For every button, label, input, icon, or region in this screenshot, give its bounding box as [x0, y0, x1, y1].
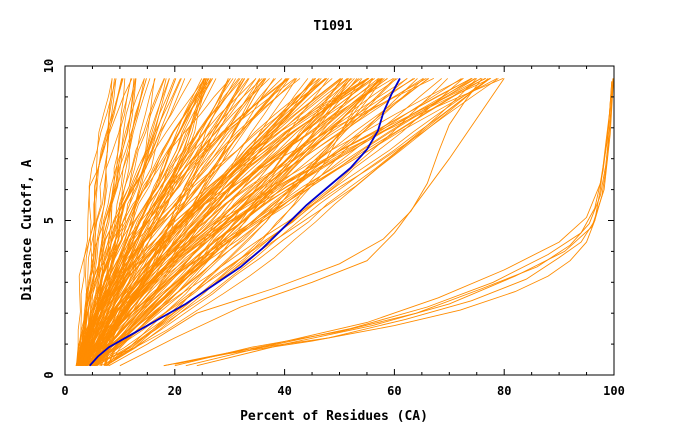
model-curve-144	[87, 78, 464, 367]
model-curve-173	[94, 78, 448, 367]
model-curve-179	[99, 78, 477, 366]
model-curve-177	[88, 78, 498, 366]
model-curve-16	[78, 78, 177, 366]
model-curve-50	[76, 78, 113, 366]
model-curve-165	[91, 78, 414, 366]
x-tick-label-100: 100	[603, 384, 625, 398]
model-curve-172	[100, 78, 476, 366]
x-tick-label-0: 0	[61, 384, 68, 398]
model-curve-38	[77, 78, 181, 366]
model-curve-171	[91, 78, 369, 366]
model-curve-170	[90, 78, 482, 366]
model-curve-39	[86, 78, 123, 366]
model-curve-119	[78, 78, 370, 366]
model-curve-58	[76, 78, 113, 366]
model-curve-29	[79, 78, 133, 366]
y-tick-label-10: 10	[42, 59, 56, 73]
series-layer	[75, 78, 614, 367]
model-curve-122	[80, 78, 301, 366]
model-curve-117	[85, 78, 290, 366]
model-curve-154	[105, 78, 383, 367]
model-curve-36	[79, 78, 147, 366]
model-curve-124	[76, 78, 341, 366]
x-tick-label-40: 40	[277, 384, 291, 398]
highlight-layer	[89, 77, 401, 367]
model-curve-114	[80, 78, 369, 367]
x-axis-label: Percent of Residues (CA)	[240, 409, 428, 424]
model-curve-77	[86, 78, 296, 366]
y-axis-label: Distance Cutoff, A	[20, 159, 35, 300]
outlier-curve-7	[119, 78, 505, 367]
model-curve-85	[93, 78, 344, 366]
model-curve-136	[84, 78, 504, 366]
model-curve-158	[96, 78, 398, 366]
outlier-curve-4	[174, 90, 612, 365]
highlight-curve	[89, 77, 401, 367]
outlier-curve-6	[108, 78, 483, 367]
outlier-curve-5	[196, 78, 614, 367]
y-tick-label-5: 5	[42, 217, 56, 224]
model-curve-169	[103, 78, 408, 366]
model-curve-157	[83, 78, 408, 366]
chart-title: T1091	[313, 19, 352, 34]
model-curve-147	[89, 78, 489, 367]
model-curve-133	[91, 78, 490, 366]
model-curve-167	[105, 78, 394, 366]
model-curve-163	[100, 78, 478, 367]
y-tick-label-0: 0	[42, 371, 56, 378]
x-tick-label-60: 60	[387, 384, 401, 398]
model-curve-150	[105, 78, 370, 366]
model-curve-134	[105, 78, 418, 367]
model-curve-73	[87, 78, 265, 366]
model-curve-116	[95, 78, 270, 366]
x-tick-label-80: 80	[497, 384, 511, 398]
model-curve-57	[80, 78, 136, 366]
model-curve-115	[94, 78, 359, 366]
axis-layer: 0 20 40 60 80 100 0 5 10	[42, 59, 625, 398]
x-tick-label-20: 20	[168, 384, 182, 398]
model-curve-108	[80, 78, 358, 367]
model-curve-143	[92, 78, 383, 366]
model-curve-148	[82, 78, 373, 366]
model-curve-153	[86, 78, 487, 366]
model-curve-174	[89, 78, 429, 366]
model-curve-84	[94, 78, 263, 366]
model-curve-104	[87, 78, 350, 366]
model-curve-49	[79, 78, 182, 366]
model-curve-59	[82, 78, 166, 366]
model-curve-13	[80, 78, 126, 366]
model-curve-156	[84, 78, 434, 366]
model-curve-178	[82, 78, 427, 366]
